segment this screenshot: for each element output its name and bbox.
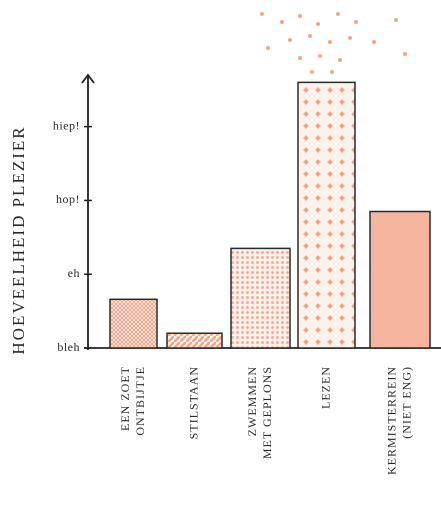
x-tick-label: ZWEMMEN <box>245 366 259 436</box>
bar <box>109 298 158 349</box>
y-axis-arrow <box>81 73 95 84</box>
x-tick-label: EEN ZOET <box>118 366 132 431</box>
x-tick-label: MET GEPLONS <box>260 366 274 459</box>
y-axis-label: HOEVEELHEID PLEZIER <box>9 125 28 354</box>
x-tick-label: STILSTAAN <box>186 366 200 439</box>
x-tick-label: ONTBIJTJE <box>133 366 147 436</box>
y-tick-label: bleh <box>57 340 80 354</box>
bar <box>230 247 291 349</box>
y-tick-label: eh <box>68 266 80 280</box>
y-tick-label: hiep! <box>53 118 80 132</box>
bar <box>369 210 431 349</box>
x-tick-label: LEZEN <box>318 366 332 409</box>
x-tick-label: KERMISTERREIN <box>384 366 398 475</box>
x-tick-label: (NIET ENG) <box>399 366 413 439</box>
bar <box>166 332 223 349</box>
decor-dots <box>260 12 407 74</box>
y-tick-label: hop! <box>56 192 80 206</box>
bar <box>297 81 356 349</box>
